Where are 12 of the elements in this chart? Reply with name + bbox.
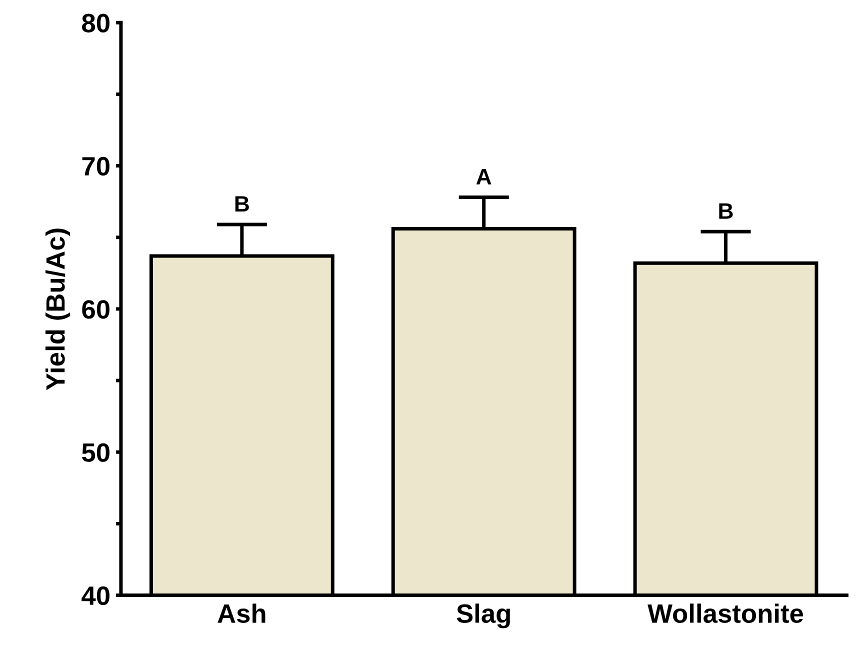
y-tick-label: 80: [82, 14, 110, 32]
y-tick-label: 60: [82, 300, 110, 319]
annotation: B: [719, 203, 733, 219]
y-tick-label: 40: [82, 586, 110, 606]
y-axis-title: Yield (Bu/Ac): [45, 228, 70, 390]
y-tick-label: 50: [82, 443, 110, 462]
x-tick-label: Slag: [456, 604, 510, 628]
annotation: B: [235, 196, 249, 212]
x-tick-label: Ash: [218, 604, 266, 623]
y-tick-label: 70: [82, 156, 110, 176]
x-tick-label: Wollastonite: [648, 604, 804, 623]
annotation: A: [476, 169, 492, 184]
